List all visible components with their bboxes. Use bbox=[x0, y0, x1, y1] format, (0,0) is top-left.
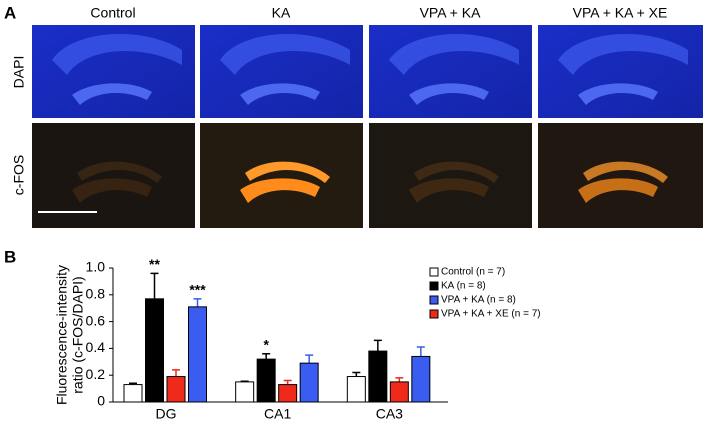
error-bar bbox=[262, 353, 271, 360]
y-axis-label: Fluorescence-intensity bbox=[54, 265, 70, 405]
error-bar bbox=[395, 377, 404, 382]
x-tick-label: CA3 bbox=[376, 406, 403, 422]
column-header: VPA + KA bbox=[420, 5, 481, 21]
error-bar bbox=[193, 298, 202, 307]
bar bbox=[235, 381, 255, 403]
significance: ** bbox=[149, 256, 160, 272]
cfos-image bbox=[32, 123, 195, 228]
row-label: DAPI bbox=[11, 56, 27, 89]
cfos-image bbox=[200, 123, 363, 228]
bar bbox=[166, 376, 186, 403]
bar bbox=[346, 376, 366, 403]
significance: *** bbox=[189, 282, 206, 298]
legend-swatch bbox=[429, 267, 439, 277]
y-tick-label: 0.8 bbox=[86, 286, 106, 302]
error-bar bbox=[373, 339, 382, 352]
legend-swatch bbox=[429, 309, 439, 319]
panel-label: A bbox=[4, 3, 16, 22]
y-tick-label: 0.4 bbox=[86, 339, 106, 355]
significance: * bbox=[263, 336, 269, 352]
bar bbox=[389, 381, 409, 403]
error-bar bbox=[352, 371, 361, 377]
bar bbox=[188, 306, 207, 403]
error-bar bbox=[172, 369, 180, 377]
legend-swatch bbox=[429, 295, 439, 305]
column-header: VPA + KA + XE bbox=[573, 5, 668, 21]
panel-label: B bbox=[4, 247, 16, 266]
legend-label: VPA + KA + XE (n = 7) bbox=[441, 309, 541, 320]
y-tick-label: 0.6 bbox=[86, 312, 106, 328]
bar bbox=[123, 384, 143, 403]
cfos-image bbox=[369, 123, 532, 228]
bar bbox=[368, 350, 388, 403]
cfos-image bbox=[538, 123, 703, 228]
image-grid bbox=[32, 25, 703, 228]
y-axis-label: ratio (c-FOS/DAPI) bbox=[70, 276, 86, 393]
error-bar bbox=[283, 379, 292, 385]
bar bbox=[256, 358, 276, 403]
bar bbox=[278, 384, 298, 403]
bar bbox=[299, 362, 319, 403]
legend-label: Control (n = 7) bbox=[441, 267, 505, 278]
legend-label: VPA + KA (n = 8) bbox=[441, 295, 516, 306]
bar bbox=[411, 355, 431, 403]
y-tick-label: 1.0 bbox=[86, 259, 106, 275]
bar bbox=[145, 298, 164, 403]
y-tick-label: 0 bbox=[97, 393, 105, 409]
x-tick-label: DG bbox=[156, 406, 177, 422]
legend-swatch bbox=[429, 281, 439, 291]
legend-label: KA (n = 8) bbox=[441, 281, 486, 292]
row-label: c-FOS bbox=[11, 155, 27, 195]
y-tick-label: 0.2 bbox=[86, 366, 106, 382]
column-header: KA bbox=[272, 5, 291, 21]
error-bar bbox=[150, 272, 159, 299]
x-tick-label: CA1 bbox=[264, 406, 291, 422]
error-bar bbox=[305, 354, 314, 364]
column-header: Control bbox=[90, 5, 135, 21]
error-bar bbox=[416, 346, 425, 357]
